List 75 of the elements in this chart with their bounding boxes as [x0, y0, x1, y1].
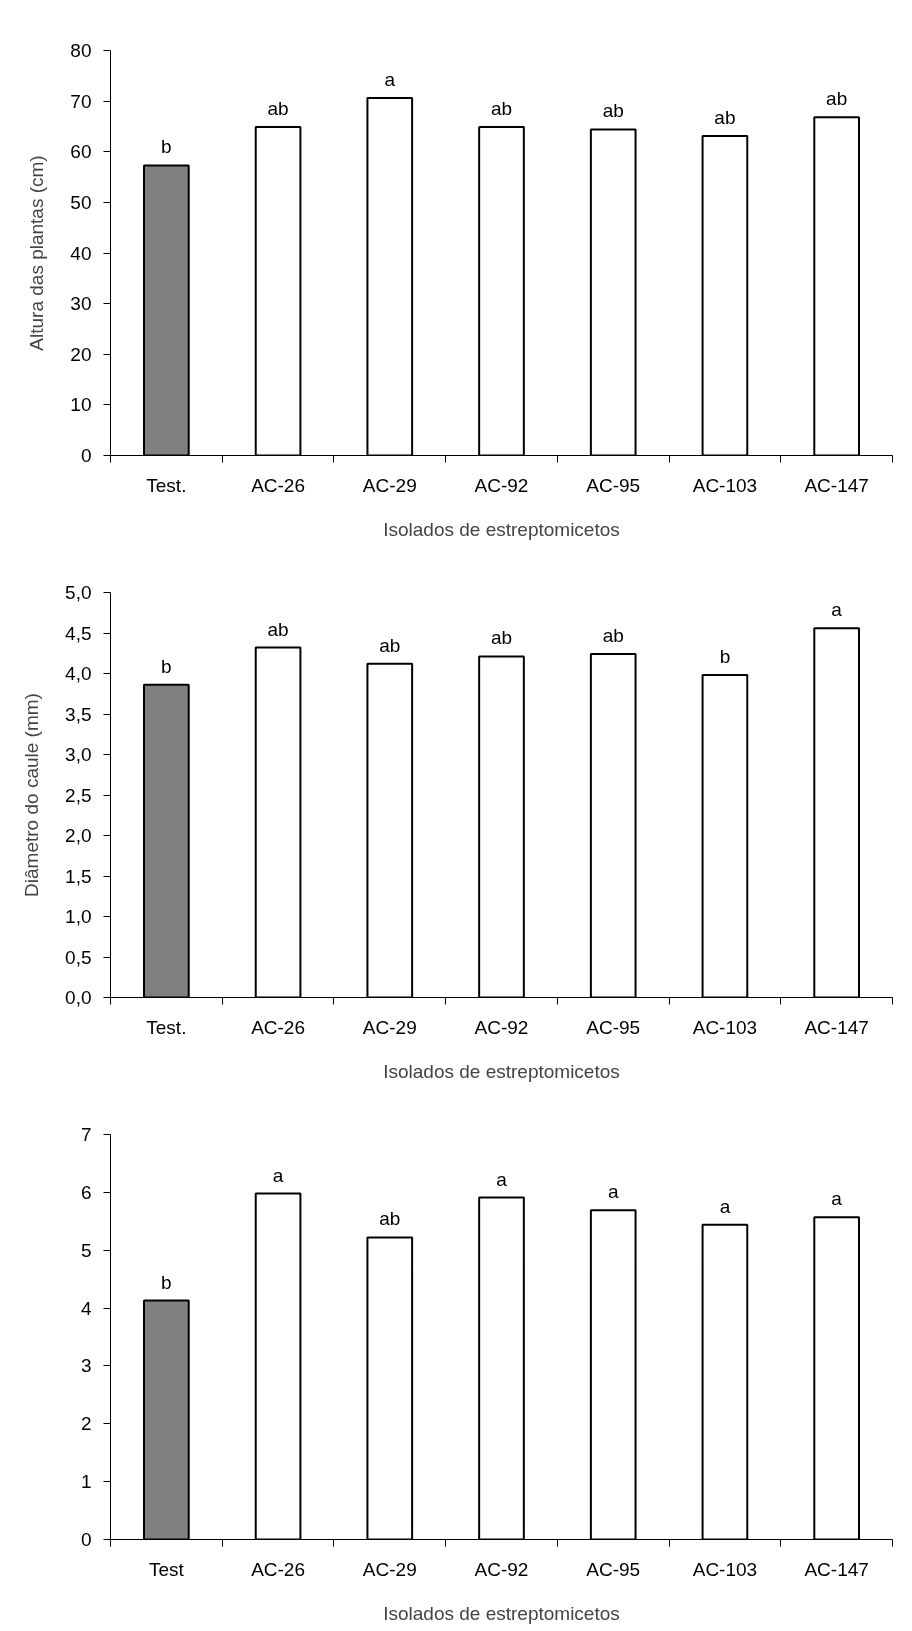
annotation: a — [496, 1168, 508, 1190]
x-tick-label: AC-95 — [586, 1016, 641, 1038]
y-tick-label: 50 — [70, 191, 92, 213]
x-axis-title: Isolados de estreptomicetos — [383, 1602, 620, 1624]
x-tick-label: AC-29 — [362, 1016, 417, 1038]
x-tick-label: AC-95 — [586, 474, 641, 496]
x-tick-label: AC-103 — [692, 474, 758, 496]
x-tick-label: AC-103 — [692, 1558, 758, 1580]
y-tick-label: 0,5 — [65, 946, 92, 968]
x-tick-label: Test — [148, 1558, 185, 1580]
x-tick-label: AC-29 — [362, 1558, 417, 1580]
annotation: b — [719, 646, 731, 668]
y-axis-title: Altura das plantas (cm) — [26, 155, 48, 351]
y-tick-label: 40 — [70, 242, 92, 264]
x-tick-label: AC-92 — [474, 1558, 529, 1580]
y-tick-label: 5,0 — [65, 582, 92, 603]
x-tick-label: AC-147 — [804, 1016, 869, 1038]
x-tick-label: AC-95 — [586, 1558, 641, 1580]
annotation: ab — [379, 1208, 401, 1230]
y-tick-label: 30 — [70, 293, 92, 315]
y-tick-label: 20 — [70, 343, 92, 365]
y-tick-label: 10 — [70, 394, 92, 416]
annotation: b — [161, 1271, 172, 1293]
x-axis-title: Isolados de estreptomicetos — [383, 518, 620, 540]
y-tick-label: 70 — [70, 90, 92, 112]
x-tick-label: AC-26 — [251, 1558, 305, 1580]
x-axis-title: Isolados de estreptomicetos — [383, 1060, 620, 1082]
y-tick-label: 60 — [70, 141, 92, 163]
x-tick-label: AC-147 — [804, 474, 869, 496]
y-tick-label: 1 — [80, 1471, 92, 1493]
x-tick-label: AC-29 — [362, 474, 417, 496]
y-tick-label: 6 — [80, 1181, 92, 1203]
x-tick-label: AC-92 — [474, 1016, 529, 1038]
x-tick-label: AC-103 — [692, 1016, 758, 1038]
y-tick-label: 80 — [70, 40, 92, 61]
y-tick-label: 4,5 — [65, 622, 92, 644]
annotation: a — [607, 1181, 619, 1203]
x-tick-label: AC-92 — [474, 474, 529, 496]
annotation: ab — [267, 618, 289, 640]
annotation: b — [161, 136, 172, 158]
annotation: a — [719, 1195, 731, 1217]
x-tick-label: AC-26 — [251, 474, 305, 496]
annotation: ab — [602, 625, 624, 647]
y-tick-label: 0 — [80, 445, 92, 466]
x-tick-label: Test. — [146, 1016, 187, 1038]
y-tick-label: 3,0 — [65, 744, 92, 765]
y-tick-label: 2,5 — [65, 784, 92, 806]
y-tick-label: 3 — [80, 1355, 92, 1377]
x-tick-label: AC-147 — [804, 1558, 869, 1580]
annotation: a — [831, 599, 843, 621]
x-tick-label: AC-26 — [251, 1016, 305, 1038]
y-tick-label: 4 — [80, 1297, 92, 1319]
annotation: a — [831, 1188, 843, 1210]
annotation: ab — [602, 100, 624, 122]
y-tick-label: 1,5 — [65, 865, 92, 887]
annotation: ab — [490, 627, 513, 649]
y-tick-label: 0 — [80, 1529, 92, 1550]
annotation: ab — [826, 88, 848, 110]
annotation: a — [384, 69, 396, 91]
y-tick-label: 1,0 — [65, 906, 92, 927]
y-tick-label: 7 — [80, 1124, 92, 1145]
annotation: ab — [714, 107, 736, 129]
y-tick-label: 3,5 — [65, 703, 92, 725]
y-tick-label: 2 — [80, 1413, 92, 1435]
y-tick-label: 4,0 — [65, 663, 92, 684]
y-axis-title: Diâmetro do caule (mm) — [21, 693, 43, 897]
annotation: ab — [379, 634, 401, 656]
y-tick-label: 2,0 — [65, 825, 92, 846]
annotation: ab — [267, 97, 289, 119]
annotation: ab — [490, 97, 513, 119]
annotation: a — [272, 1164, 284, 1186]
x-tick-label: Test. — [146, 474, 187, 496]
y-tick-label: 5 — [80, 1239, 92, 1261]
y-tick-label: 0,0 — [65, 987, 92, 1008]
annotation: b — [161, 655, 172, 677]
